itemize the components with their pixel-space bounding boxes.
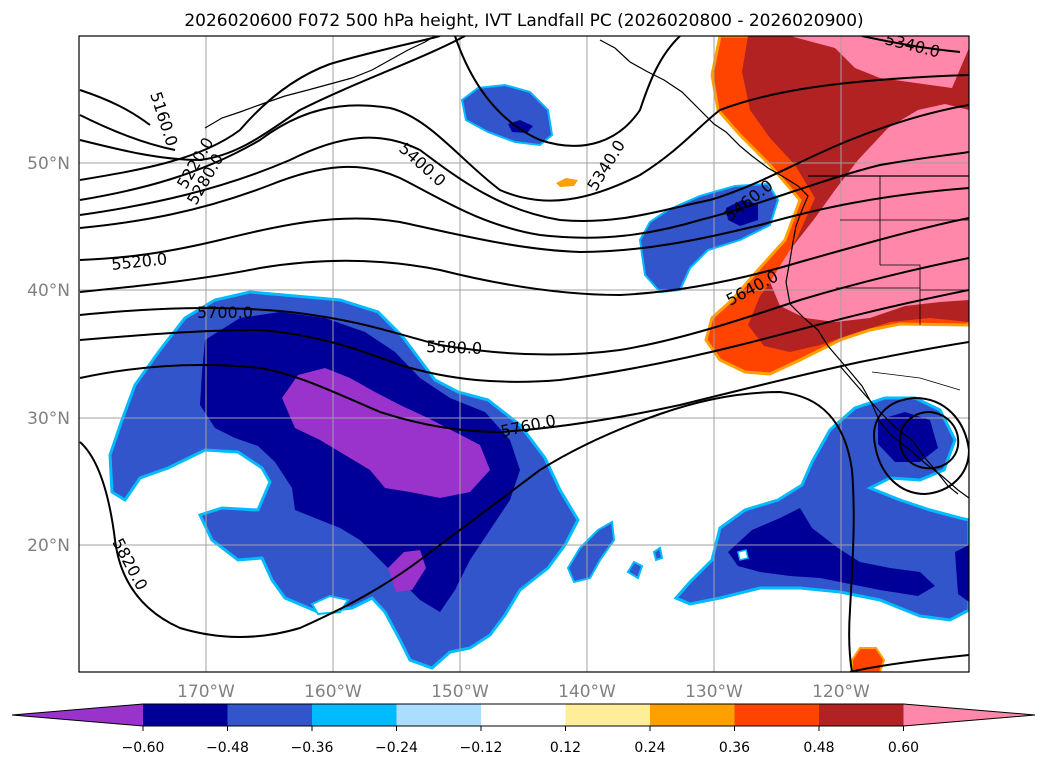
lon-tick-170w: 170°W	[177, 682, 235, 702]
negative-anomaly-southeast	[673, 396, 969, 622]
contour-label-5700: 5700.0	[197, 303, 253, 322]
anomaly-fill-060	[770, 36, 969, 322]
colorbar-tick-label: −0.36	[291, 740, 334, 756]
contour-low-ring-outer	[873, 396, 969, 496]
negative-anomaly-islands	[566, 520, 664, 584]
anomaly-fill-minus048-se	[728, 508, 935, 596]
latitude-tick-labels: 50°N 40°N 30°N 20°N	[27, 154, 70, 556]
lon-tick-140w: 140°W	[558, 682, 616, 702]
anomaly-fill-minus048-edge	[955, 545, 969, 602]
contour-south-edge	[849, 654, 969, 672]
lat-tick-40n: 40°N	[27, 281, 70, 301]
colorbar-tick-label: 0.24	[634, 740, 665, 756]
map-panel: 5160.0 5220.0 5280.0 5340.0 5340.0 5400.…	[78, 35, 970, 673]
colorbar-tick-label: 0.48	[803, 740, 834, 756]
colorbar-tick-label: 0.60	[888, 740, 919, 756]
anomaly-fill-minus060	[282, 368, 490, 498]
anomaly-fragment-1	[566, 520, 616, 584]
contour-5160	[79, 89, 151, 126]
colorbar-segment	[481, 704, 566, 726]
map-frame	[78, 35, 970, 673]
anomaly-fill-minus060-small	[388, 550, 426, 592]
contour-5820-south	[79, 390, 855, 672]
lon-tick-130w: 130°W	[685, 682, 743, 702]
coastlines	[204, 36, 969, 499]
colorbar-tick-label: −0.48	[206, 740, 249, 756]
contour-5640	[79, 217, 969, 297]
alaska-coast	[204, 36, 436, 129]
lon-tick-120w: 120°W	[812, 682, 870, 702]
lat-tick-30n: 30°N	[27, 409, 70, 429]
height-contours	[79, 36, 969, 672]
colorbar-tick-label: −0.24	[375, 740, 418, 756]
contour-5220	[79, 114, 176, 151]
colorbar-extend-low	[12, 704, 143, 726]
negative-anomaly-central	[108, 290, 580, 670]
negative-anomaly-north	[460, 83, 780, 294]
contour-5340-north	[861, 36, 961, 53]
alaska-panhandle-coast	[599, 39, 969, 499]
us-state-borders	[836, 176, 969, 325]
contour-low-ring-inner	[898, 410, 960, 470]
colorbar-tick-label: −0.12	[460, 740, 503, 756]
colorbar-segment	[227, 704, 313, 726]
colorbar-segment	[565, 704, 651, 726]
colorbar-tick-label: −0.60	[122, 740, 165, 756]
gridlines	[79, 36, 969, 672]
contour-5820-north	[79, 341, 969, 434]
colorbar-tick-label: 0.12	[550, 740, 581, 756]
anomaly-blob-gulf-core	[508, 120, 533, 133]
anomaly-fill-tiny	[556, 178, 578, 187]
contour-5400	[79, 74, 969, 202]
contour-5460	[79, 104, 969, 222]
lon-tick-160w: 160°W	[304, 682, 362, 702]
colorbar-segment	[819, 704, 904, 726]
lat-tick-20n: 20°N	[27, 536, 70, 556]
colorbar: −0.60 −0.48 −0.36 −0.24 −0.12 0.12 0.24 0.36 0.4…	[11, 703, 1036, 756]
contour-5280	[79, 36, 466, 162]
longitude-tick-labels: 170°W 160°W 150°W 140°W 130°W 120°W	[177, 682, 870, 702]
map-content: 5160.0 5220.0 5280.0 5340.0 5340.0 5400.…	[79, 36, 969, 672]
colorbar-segment	[396, 704, 482, 726]
anomaly-hole-1	[320, 540, 365, 572]
anomaly-fragment-2	[626, 560, 644, 580]
colorbar-segment	[650, 704, 735, 726]
contour-label-5580: 5580.0	[426, 337, 483, 358]
contour-5580	[79, 187, 969, 261]
map-title: 2026020600 F072 500 hPa height, IVT Land…	[184, 11, 863, 31]
anomaly-fragment-3	[652, 546, 664, 562]
us-mexico-border	[871, 371, 961, 391]
contour-5520	[79, 151, 969, 239]
colorbar-extend-high	[903, 704, 1035, 726]
colorbar-segment	[734, 704, 820, 726]
baja-california-coast	[839, 365, 959, 495]
lat-tick-50n: 50°N	[27, 154, 70, 174]
contour-5340-east	[454, 36, 681, 147]
contour-5760	[79, 289, 969, 383]
contour-5700	[79, 257, 969, 356]
lon-tick-150w: 150°W	[431, 682, 489, 702]
colorbar-segment	[143, 704, 228, 726]
anomaly-hole-se	[737, 549, 749, 561]
colorbar-tick-label: 0.36	[719, 740, 750, 756]
contour-5340-west	[79, 36, 441, 181]
colorbar-segment	[312, 704, 397, 726]
